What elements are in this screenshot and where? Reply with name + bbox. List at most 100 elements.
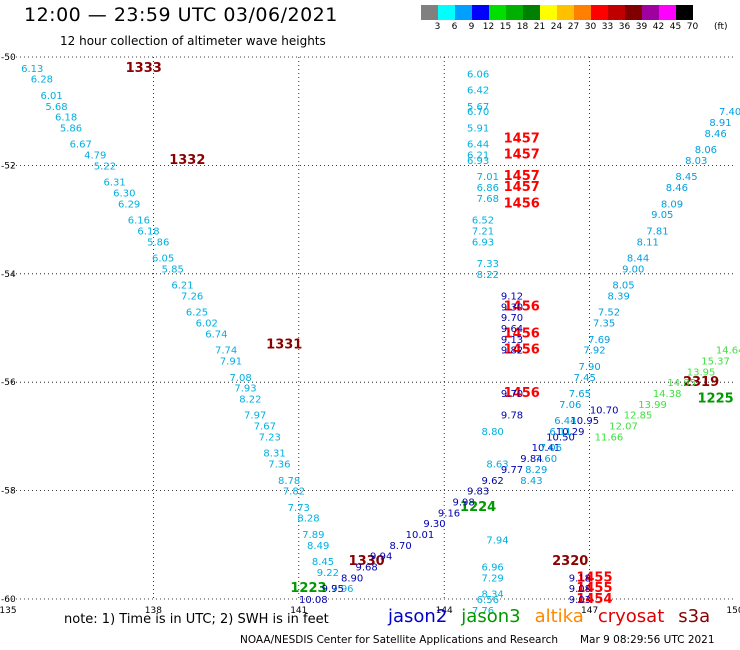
wave-height-label: 8.06: [695, 145, 717, 156]
wave-height-label: 13.95: [687, 367, 716, 378]
pass-time-label: 1332: [169, 153, 205, 168]
wave-height-label: 6.11: [549, 427, 571, 438]
wave-height-label: 8.03: [685, 156, 707, 167]
wave-height-label: 6.16: [128, 216, 150, 227]
pass-time-label: 2319: [683, 375, 719, 390]
satellite-legend: jason2 jason3 altika cryosat s3a: [388, 606, 710, 627]
wave-height-label: 7.65: [569, 389, 591, 400]
wave-height-label: 14.38: [653, 389, 682, 400]
wave-height-label: 8.45: [675, 172, 697, 183]
wave-height-label: 9.78: [501, 411, 523, 422]
legend-swatch: [438, 5, 455, 20]
wave-height-label: 8.11: [637, 237, 659, 248]
wave-height-label: 10.08: [299, 595, 328, 606]
wave-height-label: 8.49: [307, 541, 329, 552]
x-tick-label: 150: [726, 606, 740, 616]
legend-swatch: [591, 5, 608, 20]
wave-height-label: 5.68: [45, 102, 67, 113]
y-tick-label: -50: [1, 53, 16, 63]
legend-swatch: [523, 5, 540, 20]
legend-swatch: [557, 5, 574, 20]
wave-height-label: 7.97: [244, 411, 266, 422]
legend-tick-label: 3: [434, 22, 441, 32]
wave-height-label: 6.06: [467, 69, 489, 80]
color-legend-bar: [421, 5, 693, 20]
wave-height-label: 9.13: [501, 335, 523, 346]
wave-height-label: 7.26: [181, 291, 203, 302]
wave-height-label: 6.74: [205, 329, 227, 340]
pass-time-label: 1456: [504, 326, 540, 341]
wave-height-label: 8.45: [312, 557, 334, 568]
wave-height-label: 9.22: [317, 568, 339, 579]
wave-height-label: 5.22: [94, 161, 116, 172]
legend-swatch: [608, 5, 625, 20]
wave-height-label: 7.06: [559, 400, 581, 411]
wave-height-label: 6.13: [21, 64, 43, 75]
legend-swatch: [455, 5, 472, 20]
wave-height-label: 8.80: [482, 427, 504, 438]
legend-swatch: [489, 5, 506, 20]
wave-height-label: 6.86: [477, 183, 499, 194]
wave-height-label: 7.92: [583, 346, 605, 357]
legend-swatch: [574, 5, 591, 20]
legend-swatch: [540, 5, 557, 20]
pass-time-label: 1223: [290, 581, 326, 596]
wave-height-label: 9.12: [501, 291, 523, 302]
pass-time-label: 1333: [126, 61, 162, 76]
wave-height-label: 7.35: [593, 319, 615, 330]
wave-height-label: 6.21: [171, 281, 193, 292]
wave-height-label: 9.94: [370, 552, 392, 563]
chart-title: 12:00 — 23:59 UTC 03/06/2021: [24, 4, 338, 26]
wave-height-label: 9.82: [501, 346, 523, 357]
wave-height-label: 8.05: [612, 281, 634, 292]
wave-height-label: 10.41: [532, 443, 561, 454]
wave-height-label: 15.37: [701, 357, 730, 368]
pass-time-label: 1457: [504, 180, 540, 195]
legend-swatch: [659, 5, 676, 20]
satellite-label: s3a: [678, 606, 711, 627]
wave-height-label: 9.64: [501, 324, 523, 335]
legend-tick-label: 27: [567, 22, 580, 32]
legend-swatch: [472, 5, 489, 20]
wave-height-label: 8.91: [709, 118, 731, 129]
wave-height-label: 7.76: [472, 606, 494, 617]
wave-height-label: 6.02: [196, 319, 218, 330]
wave-height-label: 6.29: [118, 199, 140, 210]
legend-tick-label: 21: [533, 22, 546, 32]
legend-tick-label: 18: [516, 22, 529, 32]
wave-height-label: 6.52: [472, 216, 494, 227]
wave-height-label: 9.70: [501, 313, 523, 324]
pass-time-label: 2320: [552, 554, 588, 569]
pass-time-label: 1331: [266, 337, 302, 352]
wave-height-label: 8.28: [297, 514, 319, 525]
wave-height-label: 7.29: [482, 573, 504, 584]
wave-height-label: 12.85: [624, 411, 653, 422]
wave-height-label: 5.85: [162, 264, 184, 275]
wave-height-label: 9.95: [322, 584, 344, 595]
wave-height-label: 7.69: [588, 335, 610, 346]
wave-height-label: 7.96: [331, 584, 353, 595]
wave-height-label: 7.01: [477, 172, 499, 183]
wave-height-label: 8.39: [608, 291, 630, 302]
pass-time-label: 1457: [504, 148, 540, 163]
x-tick-label: 138: [145, 606, 162, 616]
wave-height-label: 14.64: [716, 346, 740, 357]
wave-height-label: 5.67: [467, 102, 489, 113]
y-tick-label: -56: [1, 378, 16, 388]
wave-height-label: 8.70: [389, 541, 411, 552]
wave-height-label: 9.05: [651, 210, 673, 221]
legend-tick-label: 39: [635, 22, 648, 32]
wave-height-label: 7.36: [268, 460, 290, 471]
wave-height-label: 8.46: [704, 129, 726, 140]
satellite-label: jason3: [461, 606, 521, 627]
legend-tick-label: 24: [550, 22, 563, 32]
wave-height-label: 8.44: [627, 254, 649, 265]
wave-height-label: 6.28: [31, 75, 53, 86]
wave-height-label: 10.29: [556, 427, 585, 438]
wave-height-label: 7.82: [283, 487, 305, 498]
wave-height-label: 6.44: [467, 140, 489, 151]
wave-height-label: 9.30: [501, 302, 523, 313]
wave-height-label: 7.67: [254, 422, 276, 433]
wave-height-label: 7.23: [259, 432, 281, 443]
wave-height-label: 8.43: [520, 476, 542, 487]
